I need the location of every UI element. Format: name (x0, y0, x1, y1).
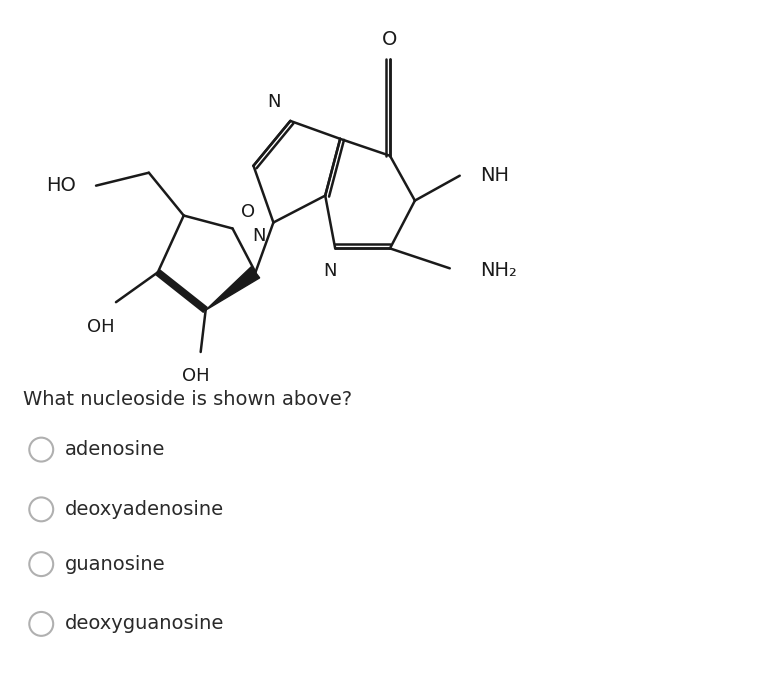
Text: What nucleoside is shown above?: What nucleoside is shown above? (23, 390, 352, 409)
Polygon shape (205, 267, 260, 310)
Text: OH: OH (87, 318, 115, 336)
Text: HO: HO (46, 176, 76, 195)
Text: N: N (252, 227, 265, 245)
Text: NH: NH (480, 166, 508, 185)
Text: N: N (267, 93, 281, 111)
Text: N: N (324, 262, 337, 280)
Text: OH: OH (182, 367, 209, 385)
Text: O: O (382, 30, 398, 49)
Text: deoxyguanosine: deoxyguanosine (65, 614, 225, 634)
Text: O: O (241, 203, 255, 220)
Text: adenosine: adenosine (65, 440, 165, 459)
Text: guanosine: guanosine (65, 555, 166, 574)
Text: deoxyadenosine: deoxyadenosine (65, 500, 225, 519)
Text: NH₂: NH₂ (480, 261, 517, 279)
